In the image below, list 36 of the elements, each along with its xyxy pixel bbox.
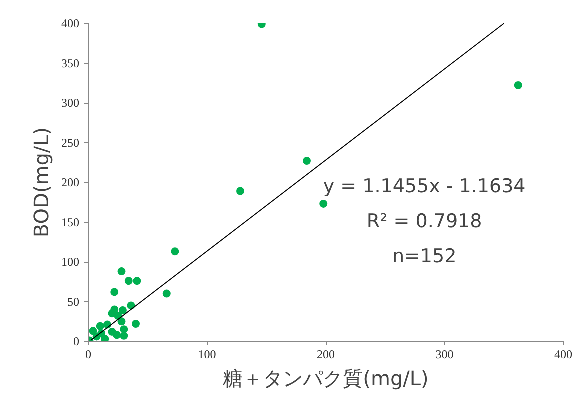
point bbox=[514, 82, 522, 90]
x-tick-label: 100 bbox=[198, 348, 216, 362]
y-tick-label: 300 bbox=[62, 96, 80, 110]
x-tick-label: 400 bbox=[554, 348, 572, 362]
point bbox=[320, 200, 328, 208]
point bbox=[132, 320, 140, 328]
point bbox=[236, 187, 244, 196]
point bbox=[124, 277, 133, 286]
x-axis-title: 糖＋タンパク質(mg/L) bbox=[223, 366, 429, 390]
point bbox=[108, 328, 116, 336]
y-tick-label: 50 bbox=[68, 294, 80, 309]
point bbox=[162, 290, 171, 298]
point bbox=[89, 327, 98, 336]
x-tick-label: 300 bbox=[436, 348, 454, 362]
y-tick-label: 350 bbox=[62, 56, 80, 70]
point bbox=[171, 248, 180, 256]
point bbox=[303, 157, 311, 166]
y-tick-label: 0 bbox=[74, 334, 80, 348]
y-tick-label: 150 bbox=[62, 215, 80, 230]
point bbox=[110, 288, 119, 296]
annotation: y = 1.1455x - 1.1634 bbox=[323, 176, 526, 198]
point bbox=[118, 306, 127, 314]
y-tick-label: 100 bbox=[62, 255, 80, 269]
x-tick-label: 200 bbox=[317, 348, 335, 362]
point bbox=[96, 322, 104, 330]
y-tick-label: 400 bbox=[62, 16, 80, 30]
point bbox=[118, 268, 126, 276]
y-axis-title: BOD(mg/L) bbox=[30, 127, 54, 238]
x-tick-label: 0 bbox=[86, 348, 92, 362]
annotation: R² = 0.7918 bbox=[366, 210, 482, 232]
y-tick-label: 200 bbox=[62, 176, 80, 190]
y-tick-label: 250 bbox=[62, 136, 80, 150]
point bbox=[120, 326, 128, 334]
point bbox=[118, 318, 126, 326]
annotation: n=152 bbox=[392, 246, 457, 268]
point bbox=[133, 277, 142, 286]
